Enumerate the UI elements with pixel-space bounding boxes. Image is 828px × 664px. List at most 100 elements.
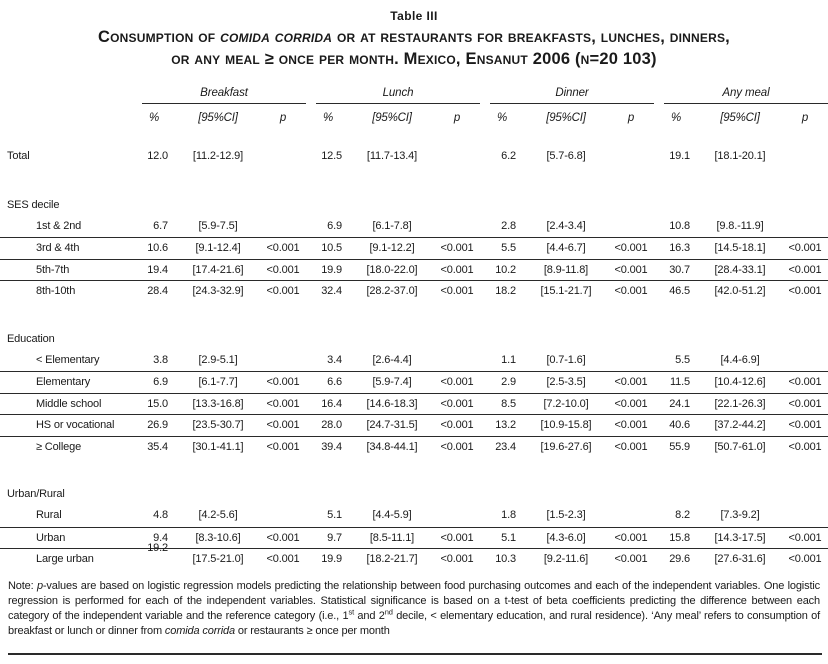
p-cell: <0.001 — [266, 531, 300, 544]
pct-cell: 4.8 — [153, 509, 168, 521]
p-cell: <0.001 — [614, 553, 648, 565]
pct-cell: 10.8 — [669, 219, 690, 232]
p-cell: <0.001 — [266, 263, 300, 276]
subheader-breakfast-p: p — [279, 112, 287, 124]
table-row: ≥ College 35.4 [30.1-41.1] <0.001 39.4 [34.8-… — [0, 435, 828, 458]
pct-cell: 30.7 — [669, 263, 690, 276]
ci-cell: [24.7-31.5] — [366, 419, 418, 431]
pct-cell: 12.0 — [147, 150, 168, 162]
ci-cell: [14.6-18.3] — [366, 397, 418, 410]
pct-cell: 10.5 — [321, 242, 342, 254]
note-segment-6: decile, < elementary education, and rura… — [8, 609, 820, 638]
row-label: 3rd & 4th — [36, 242, 80, 254]
ci-cell: [30.1-41.1] — [192, 440, 244, 453]
p-cell: <0.001 — [440, 263, 474, 276]
ci-cell: [17.4-21.6] — [192, 263, 244, 276]
pct-cell: 28.4 — [147, 285, 168, 297]
ci-cell: [37.2-44.2] — [714, 419, 766, 431]
column-group-label: Lunch — [316, 87, 480, 104]
data-table: Breakfast Lunch Dinner Any meal % [95%CI] p% [… — [0, 87, 828, 570]
column-spacer — [0, 104, 132, 124]
ci-cell: [14.3-17.5] — [714, 531, 766, 544]
pct-cell: 15.8 — [669, 531, 690, 544]
p-cell: <0.001 — [266, 440, 300, 453]
ci-cell: [15.1-21.7] — [540, 285, 592, 297]
pct-cell: 5.5 — [501, 242, 516, 254]
column-group-label: Any meal — [664, 87, 828, 104]
pct-cell: 6.7 — [153, 219, 168, 232]
subheader-breakfast-ci: [95%CI] — [198, 112, 238, 124]
pct-cell: 55.9 — [669, 440, 690, 453]
note-segment-2: -values are based on logistic regression… — [8, 579, 821, 622]
p-cell — [782, 350, 828, 372]
pct-cell: 13.2 — [495, 419, 516, 431]
subheader-dinner-p: p — [627, 112, 635, 124]
pct-cell: 1.8 — [501, 509, 516, 521]
ci-cell: [22.1-26.3] — [714, 397, 766, 410]
table-note: Note: p-values are based on logistic reg… — [8, 579, 820, 640]
row-label: 1st & 2nd — [36, 219, 82, 232]
ci-cell: [13.3-16.8] — [192, 397, 244, 410]
table-row: Total 12.0 [11.2-12.9] 12.5 [11.7-13.4] 6.2 [5… — [0, 146, 828, 168]
column-group-any-meal: Any meal — [654, 87, 828, 104]
p-cell: <0.001 — [266, 553, 300, 565]
ci-cell: [2.9-5.1] — [198, 353, 238, 366]
ci-cell: [18.1-20.1] — [714, 150, 766, 162]
pct-cell: 3.8 — [153, 353, 168, 366]
table-row: Elementary 6.9 [6.1-7.7] <0.001 6.6 [5.9-7.4]… — [0, 371, 828, 393]
pct-cell: 5.1 — [501, 531, 516, 544]
subheader-any-meal-ci: [95%CI] — [720, 112, 760, 124]
p-cell: <0.001 — [440, 419, 474, 431]
table-row: Urban 9.4 [8.3-10.6] <0.001 9.7 [8.5-11.1] <0.… — [0, 526, 828, 549]
ci-cell: [23.5-30.7] — [192, 419, 244, 431]
p-cell: <0.001 — [614, 397, 648, 410]
table-row: 1st & 2nd 6.7 [5.9-7.5] 6.9 [6.1-7.8] 2.8 [2.4… — [0, 216, 828, 238]
pct-cell: 6.2 — [501, 150, 516, 162]
ci-cell: [34.8-44.1] — [366, 440, 418, 453]
subheader-breakfast-pct: % — [148, 112, 160, 124]
pct-cell: 23.4 — [495, 440, 516, 453]
pct-cell: 1.1 — [501, 353, 516, 366]
note-segment-5: nd — [384, 607, 393, 617]
p-cell — [782, 216, 828, 238]
ci-cell: [4.4-6.9] — [720, 353, 760, 366]
pct-cell: 10.2 — [495, 263, 516, 276]
table-row: Middle school 15.0 [13.3-16.8] <0.001 16.4 [1… — [0, 392, 828, 415]
pct-cell: 16.4 — [321, 397, 342, 410]
ci-cell: [18.2-21.7] — [366, 553, 418, 565]
pct-cell: 10.3 — [495, 553, 516, 565]
pct-cell: 46.5 — [669, 285, 690, 297]
ci-cell: [9.8.-11.9] — [716, 219, 764, 232]
ci-cell: [9.1-12.4] — [195, 242, 241, 254]
ci-cell: [5.7-6.8] — [546, 150, 586, 162]
ci-cell: [10.4-12.6] — [714, 376, 766, 388]
ci-cell: [11.2-12.9] — [192, 150, 244, 162]
p-cell: <0.001 — [440, 376, 474, 388]
ci-cell: [19.6-27.6] — [540, 440, 592, 453]
ci-cell: [17.5-21.0] — [192, 553, 244, 565]
p-cell: <0.001 — [788, 419, 822, 431]
pct-cell: 6.6 — [327, 376, 342, 388]
p-cell — [434, 216, 480, 238]
subheader-row: % [95%CI] p% [95%CI] p% [95%CI] p% [95%CI] p — [0, 104, 828, 124]
table-row: Rural 4.8 [4.2-5.6] 5.1 [4.4-5.9] 1.8 [1.5-2.3… — [0, 505, 828, 527]
pct-cell: 18.2 — [495, 285, 516, 297]
p-cell — [260, 350, 306, 372]
table-title: Consumption of comida corrida or at rest… — [0, 27, 828, 70]
p-cell: <0.001 — [440, 553, 474, 565]
p-cell: <0.001 — [788, 531, 822, 544]
p-cell: <0.001 — [440, 440, 474, 453]
pct-cell: 16.3 — [669, 242, 690, 254]
title1-segment-2: or at restaurants for breakfasts, lunche… — [332, 28, 730, 46]
ci-cell: [1.5-2.3] — [546, 509, 586, 521]
note-segment-4: and 2 — [354, 609, 385, 622]
section-header-ses-decile: SES decile — [7, 198, 60, 211]
table-body: Total 12.0 [11.2-12.9] 12.5 [11.7-13.4] 6.2 [5… — [0, 146, 828, 570]
pct-cell: 26.9 — [147, 419, 168, 431]
ci-cell: [28.4-33.1] — [714, 263, 766, 276]
p-cell: <0.001 — [266, 285, 300, 297]
ci-cell: [2.4-3.4] — [546, 219, 586, 232]
p-cell — [260, 505, 306, 527]
ci-cell: [28.2-37.0] — [366, 285, 418, 297]
row-label: Middle school — [36, 397, 102, 410]
